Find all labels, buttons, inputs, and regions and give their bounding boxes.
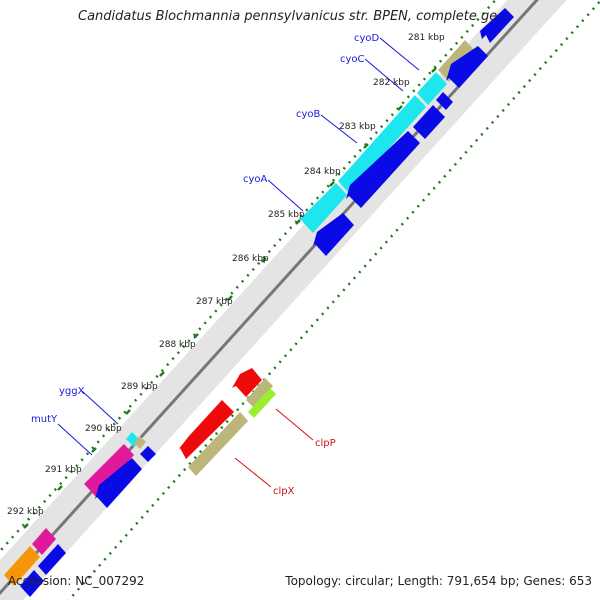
map-title: Candidatus Blochmannia pennsylvanicus st… — [78, 9, 510, 24]
mutY-feature[interactable] — [84, 444, 134, 497]
cds-blue-3 — [436, 92, 453, 110]
feature-292-orange[interactable] — [4, 546, 40, 586]
clpP-lime-feature[interactable] — [248, 388, 276, 418]
cds-blue-6 — [313, 213, 354, 256]
clpP-red-feature[interactable] — [232, 368, 262, 397]
cds-blue-7 — [140, 446, 156, 462]
yggX-khaki-feature[interactable] — [134, 436, 146, 449]
inner-features[interactable] — [20, 8, 514, 597]
cyoB-feature[interactable] — [338, 95, 426, 193]
accession-text: Accession: NC_007292 — [8, 574, 145, 588]
gene-label-cyoC[interactable]: cyoC — [340, 54, 365, 65]
tick-label: 290 kbp — [85, 424, 122, 434]
tick-label: 286 kbp — [232, 254, 269, 264]
cyoA-feature[interactable] — [300, 183, 347, 233]
tick-label: 284 kbp — [304, 167, 341, 177]
cds-blue-8 — [95, 458, 142, 508]
cds-blue-4 — [413, 105, 445, 139]
tick-label: 282 kbp — [373, 78, 410, 88]
tick-labels: 281 kbp 282 kbp 283 kbp 284 kbp 285 kbp … — [7, 33, 445, 517]
gene-label-clpX[interactable]: clpX — [273, 486, 295, 497]
feature-292-magenta[interactable] — [32, 528, 56, 555]
cds-blue-1 — [480, 8, 514, 43]
cds-blue-2 — [446, 46, 488, 88]
cds-blue-5 — [346, 131, 420, 208]
cds-blue-10 — [20, 570, 44, 597]
clpX-red-feature[interactable] — [178, 400, 234, 459]
tick-label: 291 kbp — [45, 465, 82, 475]
leader-lines — [57, 37, 420, 488]
cyoC-feature[interactable] — [417, 72, 447, 105]
gene-label-mutY[interactable]: mutY — [31, 414, 58, 425]
tick-label: 288 kbp — [159, 340, 196, 350]
gene-label-cyoD[interactable]: cyoD — [354, 33, 380, 44]
tick-label: 287 kbp — [196, 297, 233, 307]
tick-label: 292 kbp — [7, 507, 44, 517]
tick-label: 285 kbp — [268, 210, 305, 220]
strand-features[interactable] — [178, 368, 276, 476]
clpP-feature[interactable] — [246, 378, 273, 408]
clpX-feature[interactable] — [188, 412, 248, 476]
gene-labels[interactable]: cyoD cyoC cyoB cyoA yggX mutY clpP clpX — [31, 33, 380, 497]
gene-label-yggX[interactable]: yggX — [59, 386, 85, 397]
gene-label-cyoA[interactable]: cyoA — [243, 174, 268, 185]
tick-label: 281 kbp — [408, 33, 445, 43]
topology-text: Topology: circular; Length: 791,654 bp; … — [285, 574, 592, 588]
gene-label-cyoB[interactable]: cyoB — [296, 109, 321, 120]
tick-label: 283 kbp — [339, 122, 376, 132]
tick-label: 289 kbp — [121, 382, 158, 392]
outer-features[interactable] — [4, 40, 476, 586]
backbone — [0, 0, 567, 600]
cds-blue-9 — [38, 544, 66, 575]
gene-label-clpP[interactable]: clpP — [315, 438, 336, 449]
